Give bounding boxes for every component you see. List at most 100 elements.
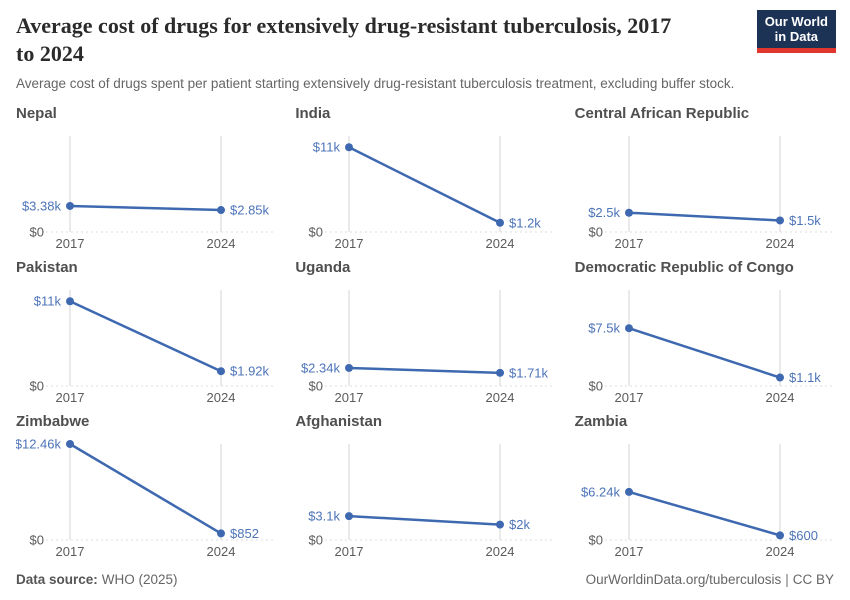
y-zero-label: $0 <box>30 225 44 240</box>
data-point-2024 <box>496 218 505 227</box>
footer: Data source: WHO (2025) OurWorldinData.or… <box>0 566 850 587</box>
chart-canvas-pakistan: $11k $1.92k $0 2017 2024 <box>30 290 273 405</box>
x-tick-2024: 2024 <box>486 544 515 559</box>
owid-url-link[interactable]: OurWorldinData.org/tuberculosis <box>585 572 782 587</box>
data-point-2024 <box>496 520 505 529</box>
chart-panel-uganda: Uganda $2.34k $1.71k $0 2017 2024 <box>295 258 554 412</box>
charts-grid: Nepal $3.38k $2.85k $0 2017 2024 India $11k $1.2… <box>0 104 850 566</box>
x-tick-2024: 2024 <box>486 390 515 405</box>
y-zero-label: $0 <box>30 379 44 394</box>
chart-subtitle: Average cost of drugs spent per patient … <box>16 76 735 91</box>
trend-line <box>349 366 501 375</box>
trend-line <box>628 490 781 537</box>
license-badge: CC BY <box>792 572 834 587</box>
x-tick-2017: 2017 <box>614 236 643 251</box>
page-title: Average cost of drugs for extensively dr… <box>16 12 766 68</box>
y-zero-label: $0 <box>30 533 44 548</box>
chart-canvas-india: $11k $1.2k $0 2017 2024 <box>309 136 553 251</box>
value-label-2024: $1.2k <box>509 215 541 230</box>
chart-panel-title: Pakistan <box>16 259 78 276</box>
value-label-2017: $2.5k <box>588 205 620 220</box>
chart-panel-zambia: Zambia $6.24k $600 $0 2017 2024 <box>575 412 834 566</box>
chart-panel-afghanistan: Afghanistan $3.1k $2k $0 2017 2024 <box>295 412 554 566</box>
data-source-value: WHO (2025) <box>101 572 178 587</box>
y-zero-label: $0 <box>309 533 323 548</box>
data-point-2017 <box>624 324 633 333</box>
x-tick-2024: 2024 <box>765 236 794 251</box>
y-zero-label: $0 <box>309 379 323 394</box>
chart-canvas-zambia: $6.24k $600 $0 2017 2024 <box>581 444 832 559</box>
chart-panel-title: Zambia <box>574 413 628 430</box>
data-point-2024 <box>775 216 784 225</box>
x-tick-2017: 2017 <box>56 236 85 251</box>
page-title-line-2: to 2024 <box>16 41 84 66</box>
data-point-2017 <box>66 440 74 448</box>
x-tick-2017: 2017 <box>335 236 364 251</box>
chart-panel-central-african-republic: Central African Republic $2.5k $1.5k $0 2017… <box>575 104 834 258</box>
trend-line <box>628 327 781 379</box>
data-point-2024 <box>775 531 784 540</box>
header: Average cost of drugs for extensively dr… <box>0 0 850 92</box>
chart-canvas-nepal: $3.38k $2.85k $0 2017 2024 <box>22 136 273 251</box>
chart-canvas-afghanistan: $3.1k $2k $0 2017 2024 <box>309 444 553 559</box>
x-tick-2024: 2024 <box>765 390 794 405</box>
chart-canvas-zimbabwe: $12.46k $852 $0 2017 2024 <box>16 438 273 559</box>
y-zero-label: $0 <box>588 225 602 240</box>
chart-panel-title: Nepal <box>16 105 57 122</box>
data-point-2024 <box>775 373 784 382</box>
x-tick-2024: 2024 <box>207 236 236 251</box>
value-label-2017: $2.34k <box>301 360 341 375</box>
chart-panel-title: Afghanistan <box>295 413 382 430</box>
data-point-2017 <box>345 512 354 521</box>
chart-panel-democratic-republic-of-congo: Democratic Republic of Congo $7.5k $1.1k $0… <box>575 258 834 412</box>
chart-panel-title: India <box>295 105 331 122</box>
value-label-2024: $600 <box>789 528 818 543</box>
value-label-2024: $1.5k <box>789 213 821 228</box>
x-tick-2017: 2017 <box>56 544 85 559</box>
owid-logo-line-2: in Data <box>774 29 819 44</box>
page-title-line-1: Average cost of drugs for extensively dr… <box>16 13 672 38</box>
trend-line <box>69 300 222 373</box>
trend-line <box>628 211 780 222</box>
value-label-2024: $852 <box>230 526 259 541</box>
chart-panel-title: Uganda <box>295 259 351 276</box>
data-point-2024 <box>217 367 225 376</box>
x-tick-2017: 2017 <box>335 544 364 559</box>
y-zero-label: $0 <box>588 379 602 394</box>
trend-line <box>349 514 501 526</box>
value-label-2017: $6.24k <box>581 484 621 499</box>
x-tick-2024: 2024 <box>765 544 794 559</box>
trend-line <box>69 442 222 535</box>
data-point-2017 <box>66 201 74 210</box>
x-tick-2024: 2024 <box>207 544 236 559</box>
data-source: Data source: WHO (2025) <box>16 572 178 587</box>
owid-logo-line-1: Our World <box>764 14 828 29</box>
x-tick-2017: 2017 <box>335 390 364 405</box>
data-point-2017 <box>624 208 633 217</box>
x-tick-2017: 2017 <box>56 390 85 405</box>
value-label-2017: $11k <box>34 294 62 309</box>
x-tick-2024: 2024 <box>207 390 236 405</box>
footer-right: OurWorldinData.org/tuberculosis | CC BY <box>586 572 834 587</box>
x-tick-2017: 2017 <box>614 390 643 405</box>
value-label-2024: $1.92k <box>230 364 270 379</box>
data-point-2024 <box>217 529 225 538</box>
value-label-2024: $2.85k <box>230 203 270 218</box>
trend-line <box>69 204 222 212</box>
footer-separator: | <box>785 572 789 587</box>
x-tick-2024: 2024 <box>486 236 515 251</box>
data-point-2017 <box>624 487 633 496</box>
value-label-2017: $3.1k <box>309 509 341 524</box>
x-tick-2017: 2017 <box>614 544 643 559</box>
value-label-2017: $7.5k <box>588 321 620 336</box>
value-label-2017: $11k <box>313 140 341 155</box>
chart-canvas-uganda: $2.34k $1.71k $0 2017 2024 <box>301 290 553 405</box>
value-label-2024: $2k <box>509 517 530 532</box>
chart-panel-title: Zimbabwe <box>16 413 90 430</box>
chart-panel-title: Central African Republic <box>574 105 750 122</box>
data-point-2024 <box>217 206 225 215</box>
value-label-2024: $1.1k <box>789 370 821 385</box>
data-point-2017 <box>345 363 354 372</box>
y-zero-label: $0 <box>309 225 323 240</box>
value-label-2024: $1.71k <box>509 365 549 380</box>
